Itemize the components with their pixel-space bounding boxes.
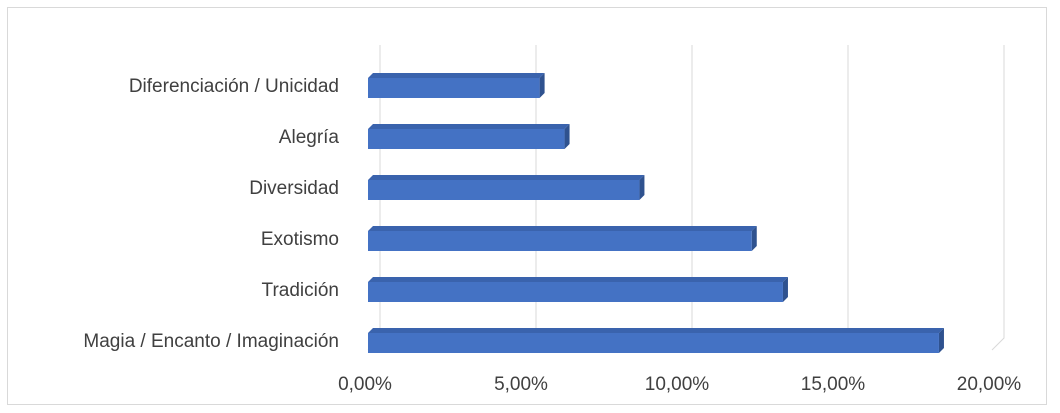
bar-0 (368, 73, 545, 98)
category-label: Tradición (262, 280, 339, 301)
bar-front-face (368, 180, 640, 200)
bar-5 (368, 328, 944, 353)
bar-top-face (368, 124, 570, 129)
bar-2 (368, 175, 645, 200)
gridline-3 (835, 45, 849, 351)
category-label: Exotismo (261, 229, 339, 250)
bar-front-face (368, 78, 540, 98)
bar-front-face (368, 129, 565, 149)
bar-side-face (751, 226, 757, 251)
category-label: Diversidad (249, 178, 339, 199)
x-tick-label: 20,00% (957, 374, 1022, 395)
x-tick-label: 15,00% (801, 374, 866, 395)
bar-front-face (368, 282, 783, 302)
bar-front-face (368, 231, 752, 251)
x-tick-label: 5,00% (494, 374, 548, 395)
category-labels: Diferenciación / Unicidad Alegría Diversid… (83, 76, 339, 352)
bar-3 (368, 226, 757, 251)
bar-side-face (938, 328, 944, 353)
gridline-4 (991, 45, 1005, 351)
bar-4 (368, 277, 788, 302)
bar-top-face (368, 226, 757, 231)
x-tick-label: 10,00% (645, 374, 710, 395)
bar-top-face (368, 277, 788, 282)
bar-side-face (564, 124, 570, 149)
bar-front-face (368, 333, 939, 353)
bar-top-face (368, 73, 545, 78)
category-label: Alegría (279, 127, 340, 148)
bar-top-face (368, 328, 944, 333)
bar-side-face (539, 73, 545, 98)
bars (368, 73, 944, 353)
bar-1 (368, 124, 570, 149)
gridline-2 (679, 45, 693, 351)
category-label: Magia / Encanto / Imaginación (83, 331, 339, 352)
x-tick-label: 0,00% (338, 374, 392, 395)
bar-side-face (639, 175, 645, 200)
category-label: Diferenciación / Unicidad (129, 76, 339, 97)
bar-top-face (368, 175, 645, 180)
x-axis-tick-labels: 0,00% 5,00% 10,00% 15,00% 20,00% (338, 374, 1021, 395)
bar-side-face (782, 277, 788, 302)
